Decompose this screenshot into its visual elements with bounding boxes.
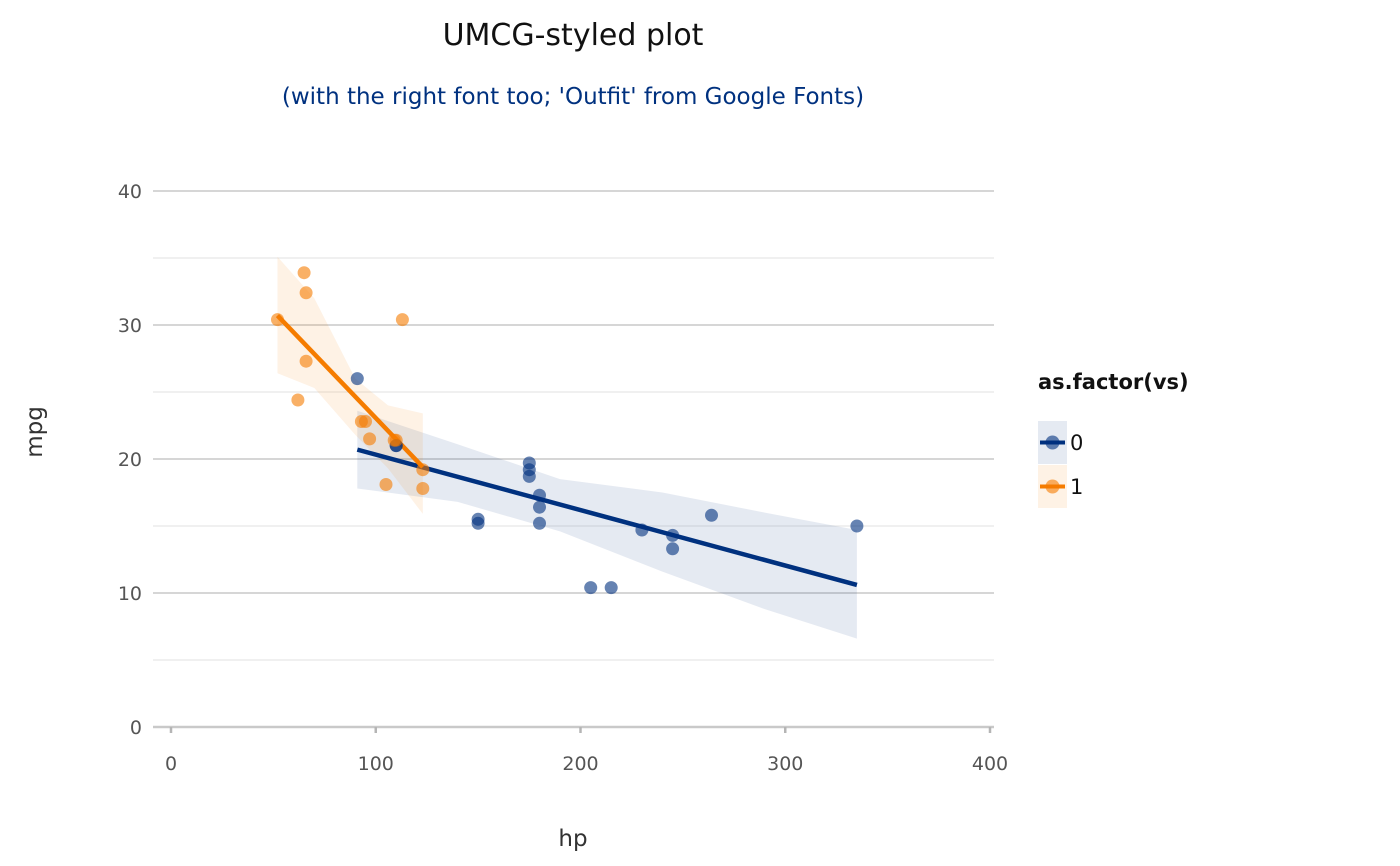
confidence-band-0 bbox=[357, 410, 857, 639]
data-points bbox=[271, 266, 864, 595]
axes: 0 100 200 300 400 0 10 20 30 40 bbox=[118, 181, 1008, 775]
x-tick-label: 300 bbox=[767, 753, 803, 775]
confidence-band-1 bbox=[277, 256, 423, 514]
data-point-1 bbox=[416, 463, 430, 477]
y-tick-label: 10 bbox=[118, 583, 142, 605]
data-point-0 bbox=[584, 581, 598, 595]
y-tick-label: 0 bbox=[130, 717, 142, 739]
data-point-1 bbox=[291, 393, 305, 407]
legend-title: as.factor(vs) bbox=[1038, 370, 1189, 394]
x-tick-label: 0 bbox=[165, 753, 177, 775]
y-tick-label: 20 bbox=[118, 449, 142, 471]
y-tick-label: 40 bbox=[118, 181, 142, 203]
data-point-0 bbox=[604, 581, 618, 595]
data-point-1 bbox=[271, 313, 284, 327]
data-point-0 bbox=[533, 488, 546, 502]
data-point-0 bbox=[533, 500, 546, 514]
data-point-0 bbox=[666, 542, 680, 556]
data-point-1 bbox=[416, 482, 430, 495]
legend-label: 0 bbox=[1070, 431, 1083, 455]
data-point-1 bbox=[299, 354, 313, 368]
y-tick-label: 30 bbox=[118, 315, 142, 337]
data-point-0 bbox=[705, 508, 718, 522]
data-point-1 bbox=[359, 415, 372, 428]
x-tick-label: 200 bbox=[562, 753, 598, 775]
data-point-0 bbox=[350, 372, 364, 386]
data-point-0 bbox=[850, 519, 864, 533]
grid-lines bbox=[153, 190, 994, 728]
legend: as.factor(vs) 0 1 bbox=[1038, 370, 1189, 508]
data-point-1 bbox=[363, 432, 377, 446]
data-point-1 bbox=[395, 313, 409, 327]
data-point-1 bbox=[387, 433, 401, 447]
data-point-1 bbox=[299, 286, 313, 300]
data-point-0 bbox=[533, 516, 546, 530]
data-point-0 bbox=[666, 528, 680, 542]
chart-subtitle: (with the right font too; 'Outfit' from … bbox=[282, 84, 864, 110]
confidence-bands bbox=[277, 256, 857, 639]
data-point-1 bbox=[379, 478, 393, 491]
x-tick-label: 100 bbox=[358, 753, 394, 775]
chart-title: UMCG-styled plot bbox=[443, 18, 704, 53]
regression-line-0 bbox=[356, 447, 858, 588]
x-tick-label: 400 bbox=[972, 753, 1008, 775]
data-point-0 bbox=[635, 523, 649, 537]
data-point-0 bbox=[471, 516, 485, 530]
data-point-0 bbox=[522, 456, 536, 470]
legend-key-point bbox=[1045, 435, 1060, 450]
data-point-1 bbox=[297, 266, 311, 280]
legend-key-point bbox=[1045, 479, 1060, 494]
legend-label: 1 bbox=[1070, 475, 1083, 499]
y-axis-title: mpg bbox=[22, 406, 48, 458]
x-axis-title: hp bbox=[558, 826, 587, 852]
